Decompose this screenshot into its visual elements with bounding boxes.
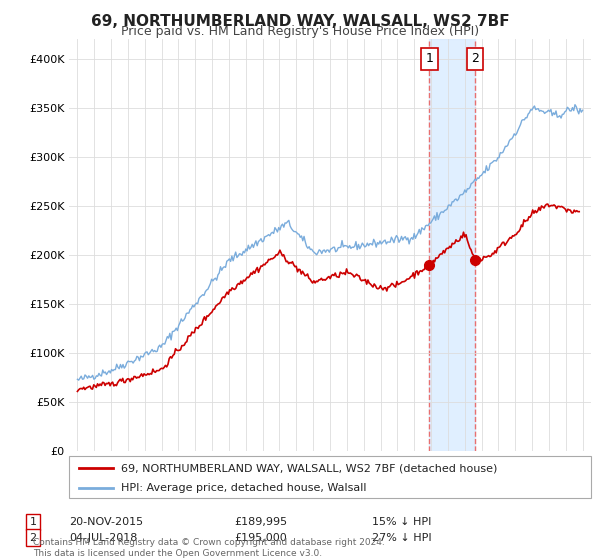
Text: 2: 2 <box>29 533 37 543</box>
Text: 2: 2 <box>471 52 479 66</box>
Text: 15% ↓ HPI: 15% ↓ HPI <box>372 517 431 527</box>
FancyBboxPatch shape <box>69 456 591 498</box>
Bar <box>430 39 475 451</box>
Text: £189,995: £189,995 <box>234 517 287 527</box>
Text: £195,000: £195,000 <box>234 533 287 543</box>
Text: 1: 1 <box>29 517 37 527</box>
Text: Price paid vs. HM Land Registry's House Price Index (HPI): Price paid vs. HM Land Registry's House … <box>121 25 479 38</box>
Text: HPI: Average price, detached house, Walsall: HPI: Average price, detached house, Wals… <box>121 483 367 493</box>
Text: 04-JUL-2018: 04-JUL-2018 <box>69 533 137 543</box>
Text: 69, NORTHUMBERLAND WAY, WALSALL, WS2 7BF: 69, NORTHUMBERLAND WAY, WALSALL, WS2 7BF <box>91 14 509 29</box>
Text: 69, NORTHUMBERLAND WAY, WALSALL, WS2 7BF (detached house): 69, NORTHUMBERLAND WAY, WALSALL, WS2 7BF… <box>121 463 497 473</box>
Text: 1: 1 <box>425 52 433 66</box>
Text: 20-NOV-2015: 20-NOV-2015 <box>69 517 143 527</box>
Text: 27% ↓ HPI: 27% ↓ HPI <box>372 533 431 543</box>
Text: Contains HM Land Registry data © Crown copyright and database right 2024.
This d: Contains HM Land Registry data © Crown c… <box>33 538 385 558</box>
